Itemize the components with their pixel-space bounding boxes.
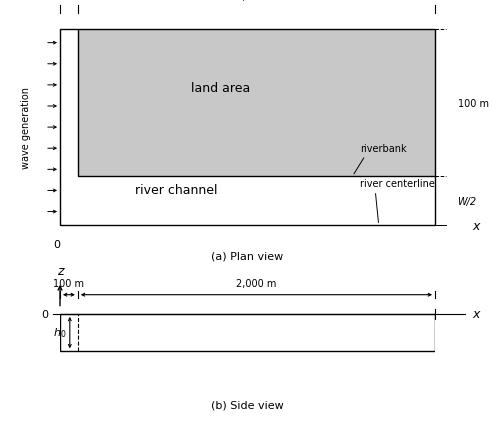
Text: x: x bbox=[472, 308, 480, 321]
Text: 0: 0 bbox=[42, 309, 49, 319]
Text: 2,000 m: 2,000 m bbox=[236, 0, 277, 3]
Text: 100 m: 100 m bbox=[54, 279, 84, 289]
Bar bbox=[78, 30, 435, 177]
Text: river centerline: river centerline bbox=[360, 178, 435, 223]
Text: 100 m: 100 m bbox=[458, 98, 488, 108]
Text: $h_0$: $h_0$ bbox=[52, 326, 66, 340]
Bar bbox=[60, 314, 435, 351]
Text: river channel: river channel bbox=[135, 184, 218, 197]
Text: (b) Side view: (b) Side view bbox=[211, 400, 284, 409]
Text: x: x bbox=[472, 219, 480, 232]
Text: 100 m: 100 m bbox=[54, 0, 84, 3]
Text: W/2: W/2 bbox=[458, 196, 476, 206]
Text: riverbank: riverbank bbox=[354, 143, 406, 174]
Text: z: z bbox=[57, 264, 63, 277]
Text: (a) Plan view: (a) Plan view bbox=[212, 251, 284, 261]
Text: wave generation: wave generation bbox=[21, 87, 32, 169]
Text: 0: 0 bbox=[53, 239, 60, 250]
Text: land area: land area bbox=[191, 82, 250, 95]
Text: 2,000 m: 2,000 m bbox=[236, 279, 277, 289]
